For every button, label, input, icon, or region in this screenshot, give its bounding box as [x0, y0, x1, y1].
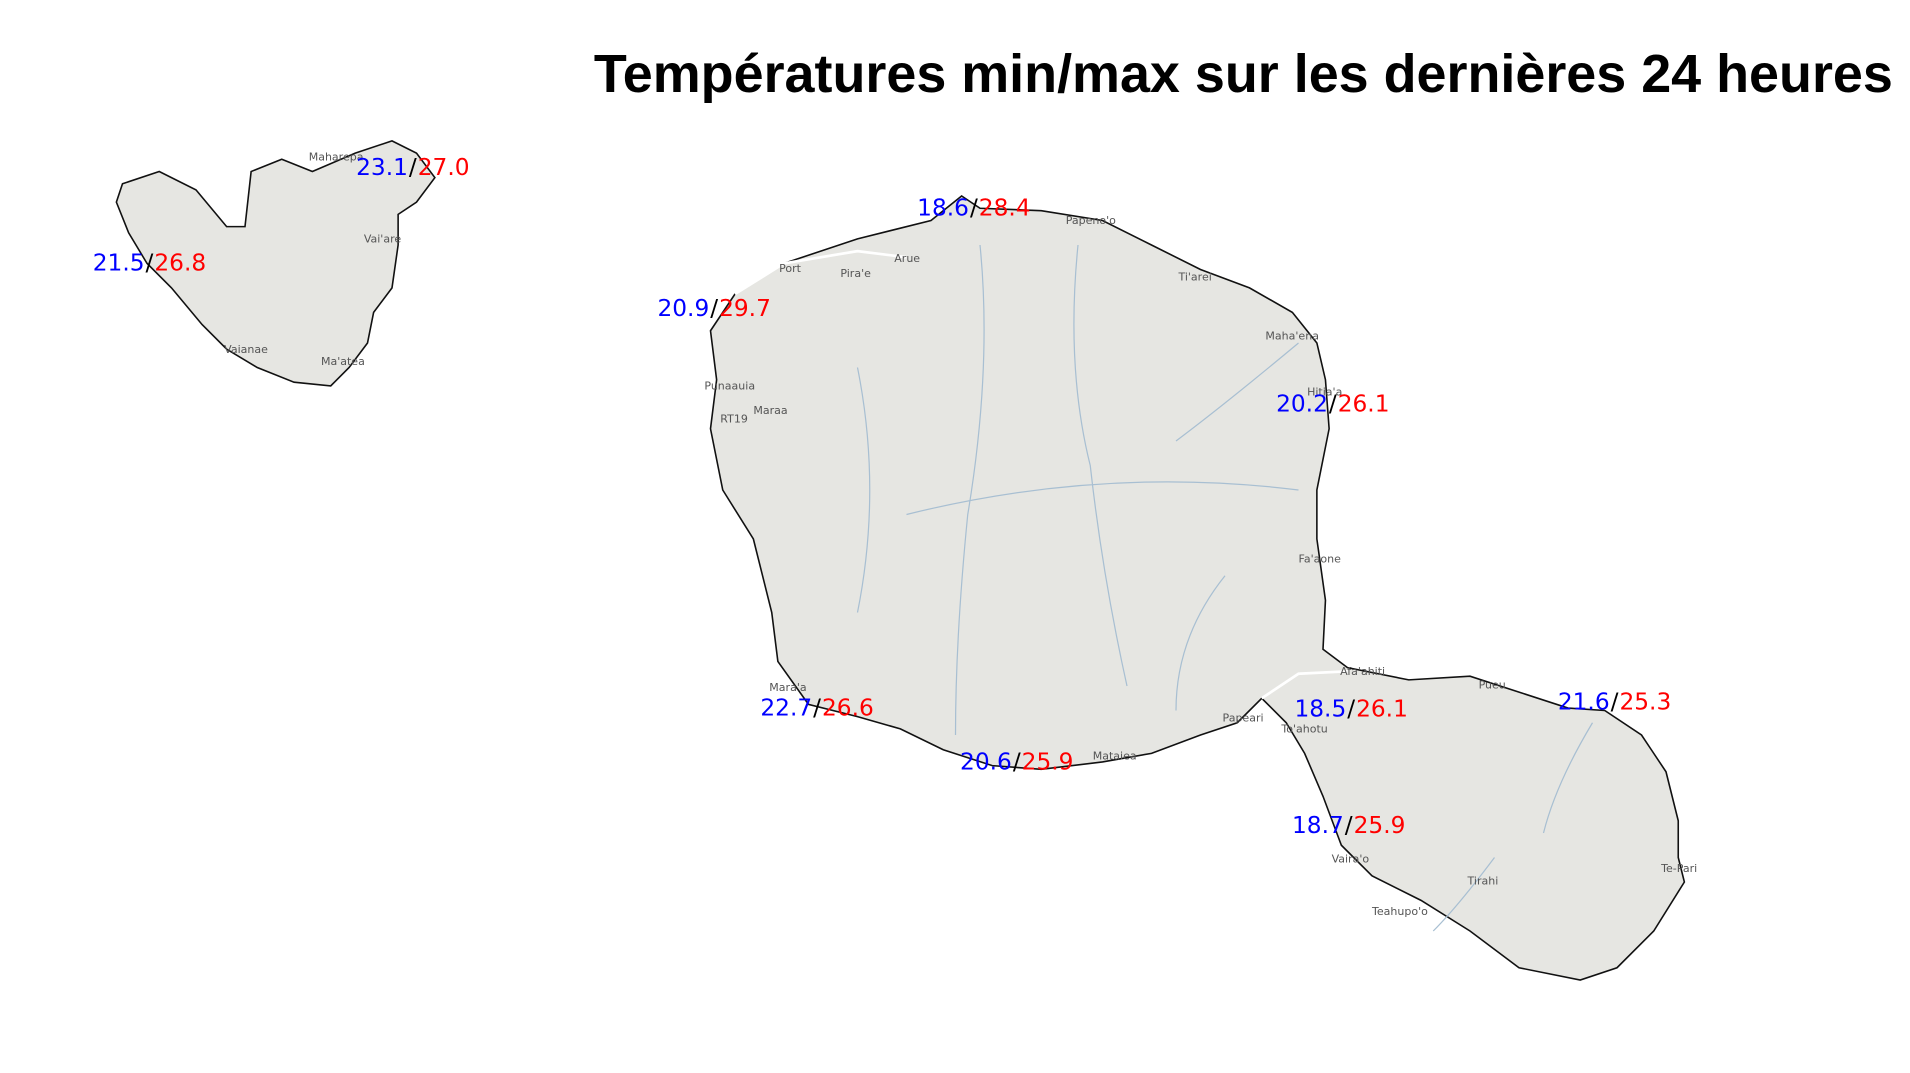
place-label: To'ahotu	[1280, 723, 1327, 736]
place-label: Ma'atea	[321, 355, 365, 368]
moorea	[115, 140, 436, 387]
place-label: Tirahi	[1467, 874, 1499, 887]
min-temperature: 18.5	[1294, 696, 1346, 723]
place-label: Pira'e	[840, 267, 871, 280]
max-temperature: 26.1	[1356, 696, 1408, 723]
max-temperature: 26.1	[1338, 391, 1390, 418]
separator: /	[1345, 812, 1353, 839]
max-temperature: 28.4	[979, 195, 1031, 222]
place-label: Maraa	[753, 404, 787, 417]
place-label: Hitia'a	[1307, 386, 1342, 399]
separator: /	[970, 195, 978, 222]
min-temperature: 18.6	[917, 195, 969, 222]
separator: /	[1347, 696, 1355, 723]
tahiti	[709, 195, 1686, 981]
separator: /	[710, 295, 718, 322]
place-label: Vaira'o	[1332, 852, 1370, 865]
road	[734, 249, 1348, 700]
min-temperature: 21.5	[93, 250, 145, 277]
separator: /	[1611, 688, 1619, 715]
place-label: RT19	[720, 413, 748, 426]
max-temperature: 25.9	[1354, 812, 1406, 839]
max-temperature: 25.3	[1619, 688, 1671, 715]
place-label: Mataiea	[1093, 750, 1137, 763]
river	[856, 244, 1594, 932]
max-temperature: 25.9	[1022, 748, 1074, 775]
place-label: Vai'are	[364, 233, 402, 246]
place-label: Port	[779, 262, 802, 275]
separator: /	[146, 250, 154, 277]
max-temperature: 26.6	[822, 694, 874, 721]
separator: /	[1013, 748, 1021, 775]
separator: /	[813, 694, 821, 721]
separator: /	[1329, 391, 1337, 418]
min-temperature: 18.7	[1292, 812, 1344, 839]
place-label: Papeno'o	[1066, 214, 1116, 227]
max-temperature: 27.0	[418, 154, 470, 181]
max-temperature: 29.7	[719, 295, 771, 322]
place-label: Afa'ahiti	[1340, 665, 1385, 678]
place-label: Fa'aone	[1299, 552, 1342, 565]
max-temperature: 26.8	[154, 250, 206, 277]
place-label: Ti'arei	[1177, 271, 1211, 284]
min-temperature: 21.6	[1558, 688, 1610, 715]
place-label: Punaauia	[704, 380, 755, 393]
place-label: Papeari	[1223, 712, 1264, 725]
min-temperature: 20.9	[657, 295, 709, 322]
place-label: Mara'a	[769, 681, 806, 694]
place-label: Teahupo'o	[1371, 905, 1428, 918]
place-label: Vaianae	[224, 343, 268, 356]
place-label: Te-Pari	[1660, 862, 1697, 875]
min-temperature: 23.1	[356, 154, 408, 181]
place-label: Arue	[894, 252, 920, 265]
place-label: Pueu	[1479, 678, 1506, 691]
separator: /	[409, 154, 417, 181]
map-title: Températures min/max sur les dernières 2…	[594, 44, 1893, 104]
map-layer: Températures min/max sur les dernières 2…	[93, 44, 1893, 981]
min-temperature: 20.6	[960, 748, 1012, 775]
place-label: Maha'ena	[1265, 329, 1319, 342]
min-temperature: 20.2	[1276, 391, 1328, 418]
place-label: Maharepa	[309, 150, 364, 163]
min-temperature: 22.7	[760, 694, 812, 721]
